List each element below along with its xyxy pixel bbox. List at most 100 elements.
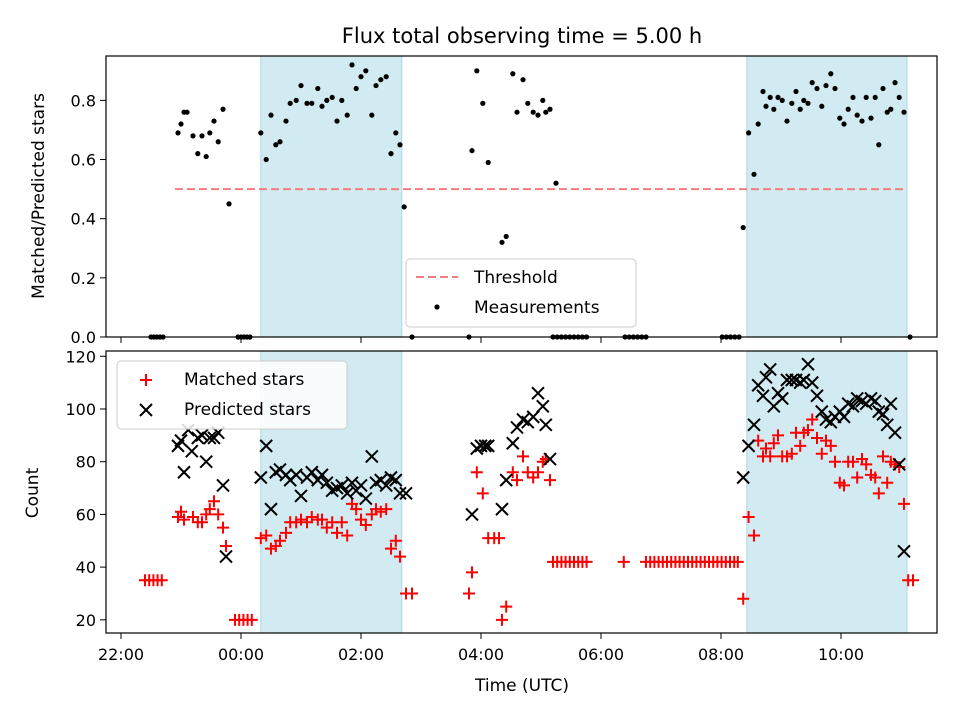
measurement-point bbox=[263, 156, 269, 163]
predicted-star-point bbox=[775, 391, 789, 406]
measurement-point bbox=[751, 171, 757, 177]
matched-star-point bbox=[881, 476, 894, 489]
measurement-point bbox=[809, 80, 815, 86]
predicted-star-point bbox=[478, 439, 492, 453]
bottom-legend-box bbox=[116, 360, 348, 430]
matched-star-point bbox=[767, 437, 780, 450]
measurement-point bbox=[401, 204, 407, 210]
measurement-point bbox=[837, 115, 843, 121]
measurement-point bbox=[755, 121, 761, 127]
top-ytick-label: 0.8 bbox=[71, 91, 96, 110]
matched-star-point bbox=[196, 516, 208, 529]
matched-star-point bbox=[406, 587, 418, 600]
matched-star-point bbox=[521, 466, 534, 479]
measurement-point bbox=[287, 100, 293, 106]
matched-star-point bbox=[470, 466, 483, 479]
legend-measurements-marker bbox=[434, 304, 440, 310]
matched-star-point bbox=[359, 518, 372, 531]
measurement-point bbox=[814, 85, 820, 92]
legend-matched-marker bbox=[140, 374, 152, 386]
measurement-point bbox=[344, 112, 350, 118]
matched-star-point bbox=[316, 513, 328, 526]
predicted-star-point bbox=[810, 389, 824, 403]
matched-star-point bbox=[760, 442, 772, 455]
measurement-point bbox=[535, 112, 541, 118]
predicted-star-point bbox=[510, 420, 524, 435]
matched-star-point bbox=[838, 479, 850, 492]
measurement-point bbox=[801, 97, 807, 103]
measurement-point bbox=[319, 103, 325, 109]
matched-star-point bbox=[350, 503, 363, 516]
measurement-point bbox=[220, 106, 226, 112]
predicted-star-point bbox=[876, 407, 890, 421]
xtick-label: 22:00 bbox=[98, 645, 144, 664]
measurement-point bbox=[349, 62, 355, 68]
predicted-star-point bbox=[289, 468, 303, 482]
measurement-point bbox=[859, 118, 865, 124]
matched-star-point bbox=[511, 474, 523, 487]
predicted-star-point bbox=[763, 362, 777, 377]
measurement-point bbox=[819, 103, 825, 109]
measurement-point bbox=[872, 94, 878, 101]
measurement-point bbox=[499, 239, 505, 245]
measurement-point bbox=[850, 94, 856, 101]
matched-star-point bbox=[731, 555, 744, 568]
measurement-point bbox=[793, 88, 799, 95]
matched-star-point bbox=[517, 450, 529, 463]
predicted-star-point bbox=[481, 439, 495, 453]
measurement-point bbox=[268, 112, 274, 118]
predicted-star-point bbox=[785, 373, 799, 387]
measurement-point bbox=[760, 88, 766, 95]
predicted-star-point bbox=[736, 470, 750, 485]
measurement-point bbox=[293, 97, 299, 103]
matched-star-point bbox=[212, 508, 225, 521]
measurement-point bbox=[203, 153, 209, 160]
matched-star-point bbox=[203, 503, 216, 516]
matched-star-point bbox=[824, 439, 837, 452]
predicted-star-point bbox=[199, 454, 213, 469]
top-panel-ticks: 0.0 0.2 0.4 0.6 0.8 bbox=[71, 91, 842, 347]
measurement-point bbox=[184, 109, 190, 115]
matched-star-point bbox=[764, 450, 777, 463]
matched-star-point bbox=[380, 503, 393, 516]
x-axis-label: Time (UTC) bbox=[474, 676, 569, 696]
measurement-point bbox=[373, 82, 379, 89]
measurement-point bbox=[740, 224, 746, 231]
legend-predicted-marker bbox=[139, 403, 153, 417]
xtick-label: 10:00 bbox=[818, 645, 864, 664]
measurement-point bbox=[273, 142, 279, 148]
predicted-star-point bbox=[801, 357, 815, 371]
measurement-point bbox=[226, 201, 232, 207]
xtick-label: 08:00 bbox=[698, 645, 744, 664]
predicted-star-point bbox=[868, 394, 882, 408]
measurement-point bbox=[334, 118, 340, 124]
measurement-point bbox=[480, 100, 486, 106]
bottom-panel-ylabel: Count bbox=[23, 467, 43, 518]
matched-star-point bbox=[217, 521, 229, 534]
measurement-point bbox=[195, 151, 201, 157]
legend-predicted-label: Predicted stars bbox=[184, 400, 311, 420]
measurement-point bbox=[329, 94, 335, 101]
measurement-point bbox=[888, 106, 894, 112]
predicted-star-point bbox=[846, 399, 860, 414]
bottom-ytick-label: 100 bbox=[65, 400, 96, 419]
measurement-point bbox=[514, 109, 520, 115]
matched-star-point bbox=[829, 455, 841, 468]
measurement-point bbox=[547, 106, 553, 112]
matched-star-point bbox=[860, 458, 873, 471]
predicted-star-point bbox=[174, 433, 188, 448]
top-legend-box bbox=[405, 258, 637, 328]
measurement-point bbox=[767, 94, 773, 101]
predicted-star-point bbox=[195, 428, 209, 443]
predicted-star-point bbox=[354, 478, 368, 493]
top-shaded-interval-0 bbox=[260, 55, 403, 338]
top-ytick-label: 0.4 bbox=[71, 210, 96, 229]
matched-star-point bbox=[305, 511, 318, 524]
measurement-point bbox=[298, 82, 304, 89]
matched-star-point bbox=[847, 455, 859, 468]
bottom-panel: 20 40 60 80 100 120 22:00 00:00 02:00 04:00 06:00 0… bbox=[23, 347, 938, 696]
predicted-star-point bbox=[815, 404, 829, 419]
legend-matched-label: Matched stars bbox=[184, 370, 304, 390]
matched-star-point bbox=[532, 466, 544, 479]
matched-star-point bbox=[374, 505, 387, 518]
